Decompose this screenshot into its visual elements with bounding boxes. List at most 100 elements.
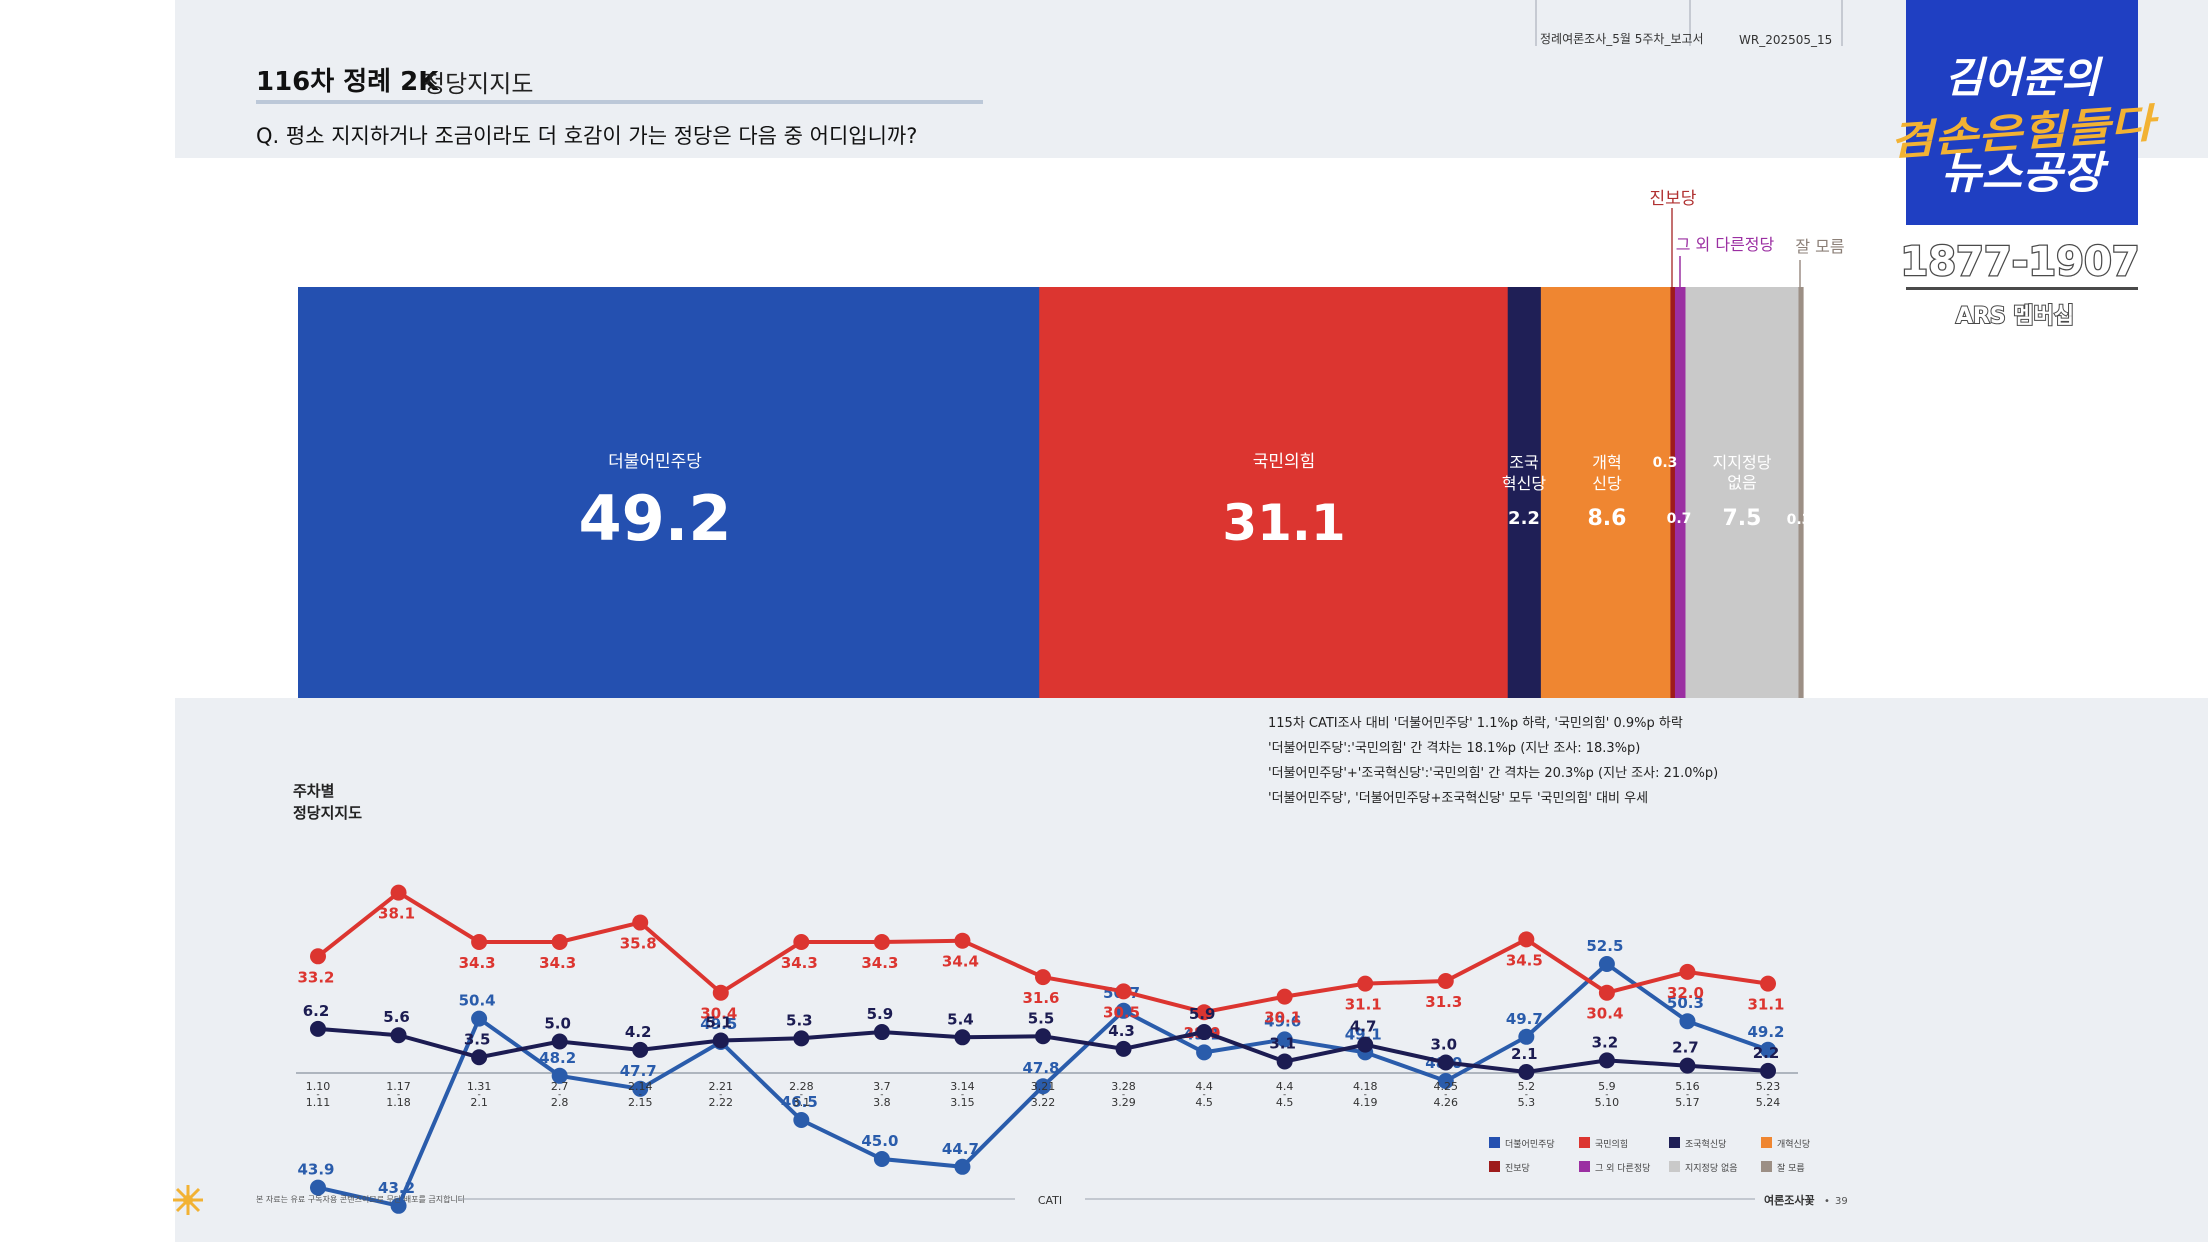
series-point-0-4 — [632, 1080, 649, 1097]
x-tick-separator-18: - — [1766, 1090, 1769, 1100]
data-label-2-6: 5.3 — [786, 1011, 813, 1029]
data-label-0-9: 47.8 — [1022, 1059, 1059, 1077]
data-label-1-4: 35.8 — [620, 935, 657, 953]
series-point-2-9 — [1035, 1028, 1051, 1045]
series-point-1-7 — [873, 934, 890, 950]
data-label-2-8: 5.4 — [947, 1010, 974, 1028]
data-label-0-17: 50.3 — [1667, 994, 1704, 1012]
x-tick-start-18: 5.23 — [1756, 1080, 1781, 1093]
bar-segment-3 — [1540, 287, 1672, 698]
series-point-1-10 — [1115, 983, 1132, 1000]
data-label-1-1: 38.1 — [378, 905, 415, 923]
legend-label-6: 지지정당 없음 — [1685, 1163, 1738, 1174]
channel-phone: 1877-1907 — [1900, 239, 2139, 285]
series-point-2-17 — [1679, 1057, 1696, 1074]
series-point-0-10 — [1115, 1002, 1132, 1019]
data-label-1-18: 31.1 — [1747, 996, 1784, 1014]
x-tick-separator-9: - — [1041, 1090, 1044, 1100]
data-label-2-10: 4.3 — [1108, 1022, 1135, 1040]
series-point-1-12 — [1276, 988, 1293, 1005]
series-point-2-16 — [1598, 1052, 1615, 1069]
analysis-notes: 115차 CATI조사 대비 '더불어민주당' 1.1%p 하락, '국민의힘'… — [1268, 716, 1718, 806]
x-tick-end-5: 2.22 — [709, 1096, 734, 1109]
x-tick-separator-11: - — [1202, 1090, 1205, 1100]
callout-other: 그 외 다른정당 — [1676, 235, 1775, 254]
x-tick-separator-12: - — [1283, 1090, 1286, 1100]
series-point-0-8 — [954, 1158, 971, 1175]
x-tick-start-0: 1.10 — [306, 1080, 331, 1093]
report-code: WR_202505_15 — [1739, 33, 1832, 47]
x-tick-end-16: 5.10 — [1595, 1096, 1620, 1109]
data-label-2-18: 2.2 — [1753, 1044, 1780, 1062]
data-label-0-18: 49.2 — [1747, 1023, 1784, 1041]
data-label-2-5: 5.1 — [705, 1013, 732, 1031]
x-tick-start-10: 3.28 — [1111, 1080, 1136, 1093]
footer-page-separator: • — [1824, 1196, 1830, 1207]
data-label-0-13: 49.1 — [1345, 1025, 1382, 1043]
series-point-1-0 — [310, 948, 326, 965]
callout-unknown: 잘 모름 — [1795, 237, 1844, 256]
x-tick-start-11: 4.4 — [1195, 1080, 1213, 1093]
segment-name-none-2: 없음 — [1727, 473, 1756, 492]
series-point-2-13 — [1357, 1036, 1374, 1053]
data-label-1-2: 34.3 — [459, 954, 496, 972]
x-tick-start-14: 4.25 — [1434, 1080, 1459, 1093]
x-tick-start-8: 3.14 — [950, 1080, 975, 1093]
data-label-2-2: 3.5 — [464, 1030, 491, 1048]
legend-swatch-4 — [1489, 1161, 1500, 1172]
bar-segment-1 — [1039, 287, 1509, 698]
x-tick-start-17: 5.16 — [1675, 1080, 1700, 1093]
x-tick-end-1: 1.18 — [386, 1096, 411, 1109]
legend-swatch-2 — [1669, 1137, 1680, 1148]
x-tick-start-15: 5.2 — [1518, 1080, 1536, 1093]
x-tick-separator-0: - — [316, 1090, 319, 1100]
data-label-2-17: 2.7 — [1672, 1039, 1699, 1057]
x-tick-separator-6: - — [800, 1090, 803, 1100]
series-point-1-15 — [1518, 931, 1535, 948]
x-tick-end-10: 3.29 — [1111, 1096, 1136, 1109]
data-label-1-3: 34.3 — [539, 954, 576, 972]
data-label-2-7: 5.9 — [867, 1005, 894, 1023]
series-point-2-11 — [1196, 1024, 1213, 1041]
series-point-2-18 — [1760, 1062, 1776, 1079]
x-tick-separator-7: - — [880, 1090, 883, 1100]
segment-name-ppp: 국민의힘 — [1253, 452, 1316, 472]
note-2: '더불어민주당':'국민의힘' 간 격차는 18.1%p (지난 조사: 18.… — [1268, 741, 1640, 756]
x-tick-separator-5: - — [719, 1090, 722, 1100]
x-tick-start-13: 4.18 — [1353, 1080, 1378, 1093]
data-label-2-3: 5.0 — [544, 1015, 571, 1033]
x-tick-end-14: 4.26 — [1434, 1096, 1459, 1109]
legend-swatch-5 — [1579, 1161, 1590, 1172]
data-label-1-7: 34.3 — [861, 954, 898, 972]
weekly-support-line-chart: 43.9 43.2 50.4 48.2 47.7 49.5 46.5 45.0 44.7 47.8… — [297, 884, 1785, 1214]
data-label-0-5: 49.5 — [700, 1015, 737, 1033]
segment-value-progressive: 0.3 — [1653, 455, 1678, 471]
data-label-0-4: 47.7 — [620, 1062, 657, 1080]
callout-progressive: 진보당 — [1650, 189, 1697, 209]
series-point-1-16 — [1598, 984, 1615, 1001]
channel-name-line1: 김어준의 — [1945, 53, 2104, 102]
x-tick-separator-10: - — [1122, 1090, 1125, 1100]
data-label-1-6: 34.3 — [781, 954, 818, 972]
channel-logo-background — [1906, 0, 2138, 225]
series-point-1-11 — [1196, 1004, 1213, 1021]
channel-membership: ARS 멤버십 — [1956, 304, 2074, 329]
series-point-1-1 — [390, 884, 407, 901]
series-point-1-18 — [1760, 975, 1776, 992]
data-label-0-6: 46.5 — [781, 1093, 818, 1111]
segment-value-none: 7.5 — [1723, 506, 1762, 531]
legend-swatch-6 — [1669, 1161, 1680, 1172]
footer: 본 자료는 유료 구독자용 콘텐츠이므로 무단 배포를 금지합니다 CATI 여… — [173, 1185, 1848, 1215]
sunflower-logo-icon — [173, 1185, 203, 1215]
series-point-0-7 — [873, 1151, 890, 1167]
series-point-1-3 — [551, 934, 568, 950]
series-point-1-17 — [1679, 963, 1696, 980]
x-tick-start-2: 1.31 — [467, 1080, 492, 1093]
x-tick-separator-2: - — [477, 1090, 480, 1100]
data-label-0-2: 50.4 — [459, 992, 496, 1010]
data-label-1-13: 31.1 — [1345, 996, 1382, 1014]
segment-name-rebuild-1: 조국 — [1509, 453, 1538, 472]
data-label-1-9: 31.6 — [1022, 989, 1059, 1007]
data-label-1-16: 30.4 — [1586, 1005, 1623, 1023]
x-tick-end-8: 3.15 — [950, 1096, 975, 1109]
